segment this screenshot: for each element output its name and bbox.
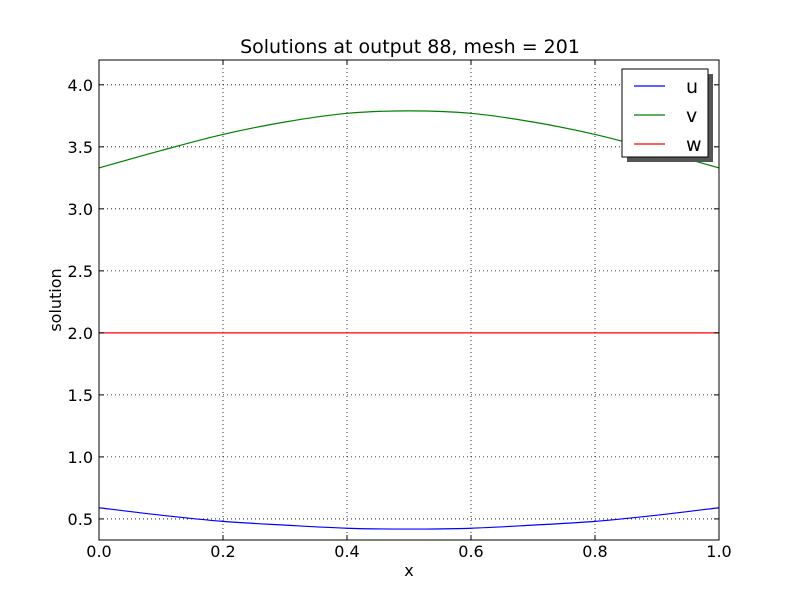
legend-label-u: u [686,76,698,98]
x-tick-label: 1.0 [706,542,731,561]
series-layer [98,110,720,530]
x-tick-label: 0.0 [86,542,111,561]
x-tick-label: 0.2 [210,542,235,561]
y-tick-label: 1.5 [68,386,93,405]
y-tick-label: 3.0 [68,200,93,219]
series-line-u [98,507,720,530]
legend: uvw [621,68,713,162]
x-tick-label: 0.6 [458,542,483,561]
x-tick-label: 0.8 [582,542,607,561]
y-tick-label: 4.0 [68,76,93,95]
legend-entries: uvw [634,76,702,156]
chart-title: Solutions at output 88, mesh = 201 [240,36,580,58]
y-tick-label: 2.5 [68,262,93,281]
legend-label-w: w [686,134,702,156]
plot-frame [98,59,720,541]
y-tick-label: 0.5 [68,510,93,529]
legend-label-v: v [686,105,697,127]
series-line-v [98,110,720,169]
legend-box [621,68,709,158]
x-tick-label: 0.4 [334,542,359,561]
y-tick-label: 1.0 [68,448,93,467]
y-axis-label: solution [46,268,65,331]
y-tick-label: 2.0 [68,324,93,343]
y-tick-label: 3.5 [68,138,93,157]
x-axis-label: x [404,561,413,580]
ticks: 0.0 0.2 0.4 0.6 0.8 1.0 0.5 1.0 1.5 2.0 2.5 3.0 3.5 4… [68,60,732,561]
